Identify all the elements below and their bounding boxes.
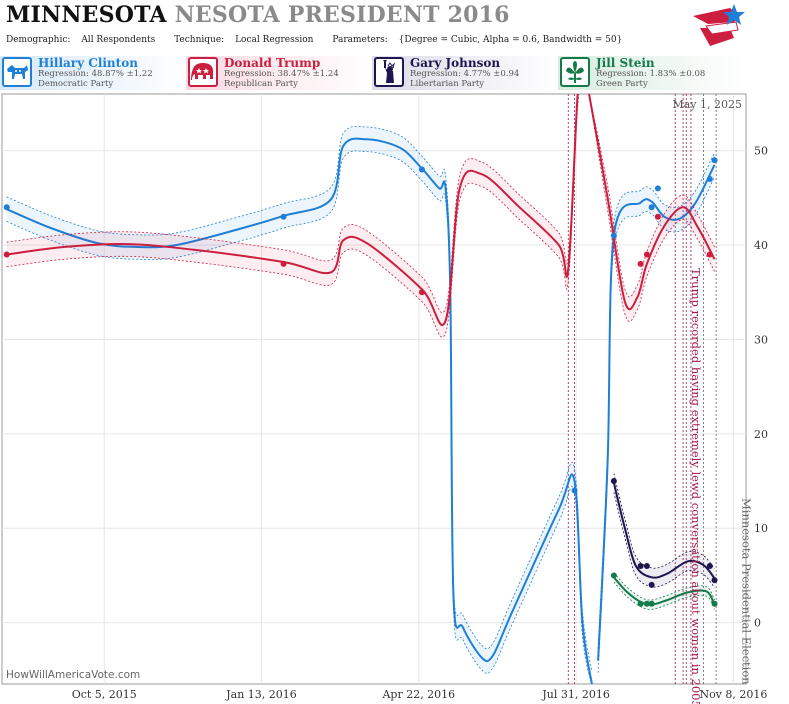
clinton-upper-bound — [597, 152, 715, 649]
johnson-trend-line — [612, 482, 716, 579]
event-annotation: Trump recorded having extremely lewd con… — [689, 268, 703, 704]
y-tick-label: 10 — [754, 522, 768, 535]
x-tick-label: Apr 22, 2016 — [381, 688, 455, 701]
demographic-label: Demographic: — [6, 35, 71, 45]
x-tick-label: Oct 5, 2015 — [72, 688, 137, 701]
stein-lower-bound — [613, 581, 715, 610]
johnson-lower-bound — [613, 492, 715, 588]
candidate-regression: Regression: 38.47% ±1.24 — [224, 69, 339, 79]
stein-poll-point — [711, 600, 718, 607]
y-tick-label: 40 — [754, 239, 768, 252]
y-tick-label: 20 — [754, 428, 768, 441]
johnson-poll-point — [637, 563, 644, 569]
y-tick-label: 50 — [754, 145, 768, 158]
clinton-upper-bound — [6, 125, 593, 672]
candidate-regression: Regression: 4.77% ±0.94 — [410, 69, 520, 79]
clinton-poll-point — [610, 232, 617, 239]
candidate-party: Democratic Party — [38, 79, 114, 89]
clinton-poll-point — [3, 204, 10, 211]
title-race: NESOTA PRESIDENT 2016 — [174, 2, 510, 28]
trump-lower-bound — [6, 94, 580, 338]
trump-trend-line — [588, 94, 716, 311]
candidate-name: Jill Stein — [596, 56, 655, 70]
clinton-poll-point — [706, 175, 713, 182]
johnson-poll-point — [610, 478, 617, 485]
trump-upper-bound — [588, 94, 715, 298]
leaf-flower-icon — [560, 57, 590, 87]
candidate-party: Green Party — [596, 79, 648, 89]
x-tick-label: Jul 31, 2016 — [541, 688, 610, 701]
y-tick-label: 0 — [754, 617, 761, 630]
plot-layer — [3, 94, 718, 684]
stein-upper-bound — [613, 572, 715, 601]
clinton-trend-line — [597, 164, 716, 661]
candidate-name: Gary Johnson — [410, 56, 501, 70]
clinton-lower-bound — [597, 176, 715, 673]
clinton-poll-point — [711, 157, 718, 164]
stein-poll-point — [648, 600, 655, 607]
candidate-name: Donald Trump — [224, 56, 321, 70]
technique-label: Technique: — [174, 35, 225, 45]
stein-trend-line — [613, 576, 716, 606]
candidate-party: Libertarian Party — [410, 79, 485, 89]
page-title: MINNESOTA NESOTA PRESIDENT 2016 — [6, 2, 510, 28]
legend-item-stein[interactable]: Jill Stein Regression: 1.83% ±0.08 Green… — [558, 56, 744, 90]
stein-poll-point — [643, 600, 650, 607]
x-tick-label: Jan 13, 2016 — [225, 688, 297, 701]
trump-poll-point — [643, 251, 650, 258]
johnson-confidence-band — [613, 473, 715, 588]
trump-lower-bound — [588, 94, 715, 322]
trump-confidence-band — [589, 94, 715, 322]
clinton-lower-bound — [6, 150, 592, 684]
stein-poll-point — [610, 572, 617, 579]
elephant-icon — [188, 57, 218, 87]
trump-poll-point — [654, 213, 661, 220]
clinton-poll-point — [280, 213, 287, 220]
clinton-poll-point — [418, 166, 425, 173]
johnson-poll-point — [706, 563, 713, 569]
technique-value: Local Regression — [235, 35, 314, 45]
legend-item-trump[interactable]: Donald Trump Regression: 38.47% ±1.24 Re… — [186, 56, 372, 90]
clinton-trend-line — [6, 137, 593, 684]
candidate-regression: Regression: 1.83% ±0.08 — [596, 69, 706, 79]
trump-upper-bound — [6, 94, 578, 314]
chart-header: MINNESOTA NESOTA PRESIDENT 2016 Demograp… — [0, 0, 789, 56]
candidate-regression: Regression: 48.87% ±1.22 — [38, 69, 153, 79]
trump-poll-point — [637, 260, 644, 267]
johnson-poll-point — [643, 563, 650, 569]
clinton-poll-point — [654, 185, 661, 192]
stein-poll-point — [637, 600, 644, 607]
legend-item-johnson[interactable]: Gary Johnson Regression: 4.77% ±0.94 Lib… — [372, 56, 558, 90]
x-tick-label: Nov 8, 2016 — [699, 688, 767, 701]
clinton-poll-point — [648, 204, 655, 211]
site-logo-icon — [693, 4, 745, 46]
parameters-line: Demographic: All Respondents Technique: … — [6, 35, 638, 45]
demographic-value: All Respondents — [81, 35, 156, 45]
date-label: May 1, 2025 — [672, 98, 742, 111]
election-annotation: Minnesota Presidential Election — [739, 498, 753, 685]
candidate-name: Hillary Clinton — [38, 56, 138, 70]
johnson-upper-bound — [613, 473, 715, 570]
donkey-icon — [2, 57, 32, 87]
watermark: HowWillAmericaVote.com — [6, 669, 140, 681]
candidate-party: Republican Party — [224, 79, 298, 89]
y-tick-label: 30 — [754, 333, 768, 346]
clinton-poll-point — [571, 487, 578, 494]
trump-poll-point — [280, 260, 287, 267]
legend-item-clinton[interactable]: Hillary Clinton Regression: 48.87% ±1.22… — [0, 56, 186, 90]
johnson-poll-point — [711, 577, 718, 584]
parameters-value: {Degree = Cubic, Alpha = 0.6, Bandwidth … — [398, 35, 623, 45]
parameters-label: Parameters: — [332, 35, 388, 45]
polling-chart: 0 10 20 30 40 50 Oct 5, 2015 Jan 13, 2016 Apr 22… — [1, 93, 768, 704]
trump-trend-line — [6, 94, 579, 326]
liberty-torch-icon — [374, 57, 404, 87]
candidate-legend: Hillary Clinton Regression: 48.87% ±1.22… — [0, 56, 789, 92]
johnson-poll-point — [648, 581, 655, 588]
trump-poll-point — [418, 289, 425, 296]
trump-poll-point — [706, 251, 713, 258]
title-state: MINNESOTA — [6, 2, 167, 28]
trump-poll-point — [3, 251, 10, 258]
